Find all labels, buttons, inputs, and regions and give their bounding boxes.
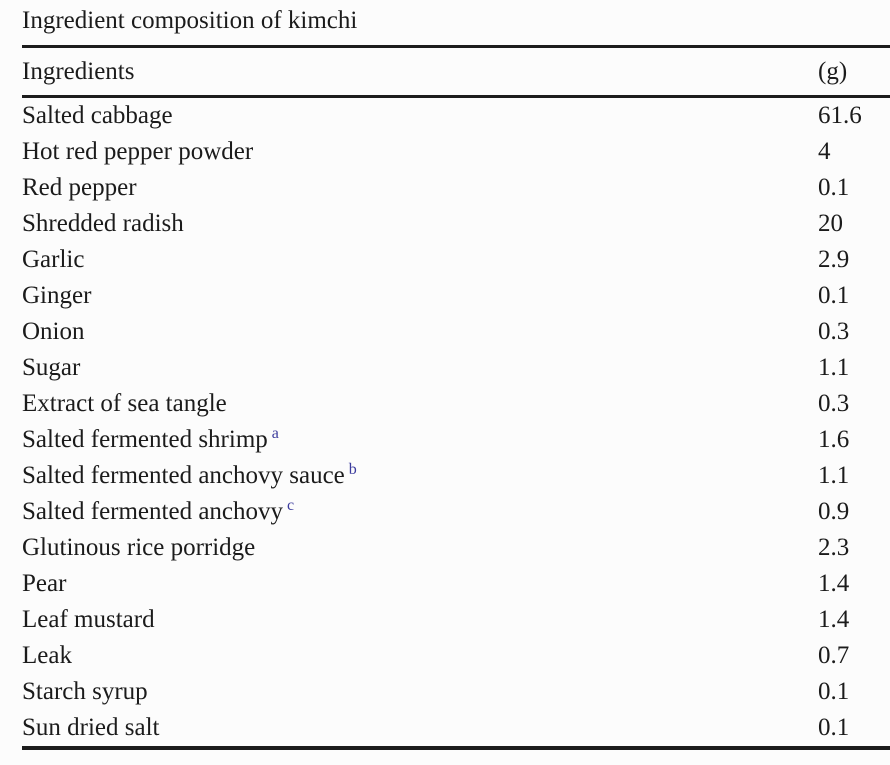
table-row: Ginger 0.1 [22, 278, 890, 314]
table-row: Starch syrup 0.1 [22, 674, 890, 710]
table-row: Garlic 2.9 [22, 242, 890, 278]
table-row: Sun dried salt 0.1 [22, 710, 890, 748]
footnote-link-c[interactable]: c [287, 496, 295, 514]
amount-cell: 0.1 [818, 282, 850, 309]
amount-cell: 61.6 [818, 102, 862, 129]
table-row: Leak 0.7 [22, 638, 890, 674]
table-caption: Ingredient composition of kimchi [22, 0, 890, 48]
ingredient-cell: Salted fermented anchovy c [22, 494, 818, 530]
table-row: Red pepper 0.1 [22, 170, 890, 206]
table-row: Shredded radish 20 [22, 206, 890, 242]
amount-cell: 1.6 [818, 426, 850, 453]
ingredient-name: Ginger [22, 282, 92, 309]
ingredient-cell: Sugar [22, 350, 818, 386]
ingredient-cell: Hot red pepper powder [22, 134, 818, 170]
table-row: Onion 0.3 [22, 314, 890, 350]
amount-cell: 0.7 [818, 642, 850, 669]
ingredient-cell: Onion [22, 314, 818, 350]
ingredient-name: Starch syrup [22, 678, 148, 705]
ingredient-name: Leaf mustard [22, 606, 155, 633]
table-row: Sugar 1.1 [22, 350, 890, 386]
ingredient-cell: Starch syrup [22, 674, 818, 710]
ingredient-name: Onion [22, 318, 85, 345]
col-header-grams: (g) [818, 48, 890, 98]
ingredient-cell: Leaf mustard [22, 602, 818, 638]
table-row: Salted fermented anchovy sauce b 1.1 [22, 458, 890, 494]
table-row: Hot red pepper powder 4 [22, 134, 890, 170]
amount-cell: 0.9 [818, 498, 850, 525]
ingredient-name: Red pepper [22, 174, 137, 201]
header-row: Ingredients (g) [22, 48, 890, 98]
amount-cell: 4 [818, 138, 831, 165]
amount-cell: 0.3 [818, 318, 850, 345]
ingredient-cell: Sun dried salt [22, 710, 818, 748]
ingredient-name: Glutinous rice porridge [22, 534, 256, 561]
ingredient-name: Extract of sea tangle [22, 390, 227, 417]
amount-cell: 20 [818, 210, 843, 237]
table-row: Glutinous rice porridge 2.3 [22, 530, 890, 566]
ingredient-cell: Pear [22, 566, 818, 602]
amount-cell: 0.1 [818, 714, 850, 741]
ingredient-name: Leak [22, 642, 72, 669]
table-row: Salted cabbage 61.6 [22, 97, 890, 135]
ingredient-name: Salted fermented shrimp [22, 426, 268, 453]
ingredient-cell: Salted fermented shrimp a [22, 422, 818, 458]
table-row: Pear 1.4 [22, 566, 890, 602]
amount-cell: 0.1 [818, 174, 850, 201]
ingredient-cell: Glutinous rice porridge [22, 530, 818, 566]
ingredient-cell: Extract of sea tangle [22, 386, 818, 422]
table-row: Extract of sea tangle 0.3 [22, 386, 890, 422]
ingredient-name: Salted fermented anchovy sauce [22, 462, 345, 489]
ingredient-name: Hot red pepper powder [22, 138, 254, 165]
footnote-link-a[interactable]: a [271, 424, 279, 442]
ingredient-name: Pear [22, 570, 67, 597]
ingredient-cell: Garlic [22, 242, 818, 278]
ingredient-name: Garlic [22, 246, 85, 273]
amount-cell: 0.1 [818, 678, 850, 705]
ingredient-cell: Salted fermented anchovy sauce b [22, 458, 818, 494]
amount-cell: 2.9 [818, 246, 850, 273]
table-body: Salted cabbage 61.6 Hot red pepper powder 4… [22, 97, 890, 749]
ingredient-cell: Ginger [22, 278, 818, 314]
ingredient-cell: Red pepper [22, 170, 818, 206]
ingredient-name: Sun dried salt [22, 714, 160, 741]
ingredients-table: Ingredients (g) Salted cabbage 61.6 Hot re… [22, 48, 890, 750]
ingredient-cell: Shredded radish [22, 206, 818, 242]
ingredient-cell: Leak [22, 638, 818, 674]
ingredient-cell: Salted cabbage [22, 97, 818, 135]
footnote-link-b[interactable]: b [348, 460, 357, 478]
amount-cell: 1.4 [818, 570, 850, 597]
amount-cell: 0.3 [818, 390, 850, 417]
ingredient-name: Salted fermented anchovy [22, 498, 284, 525]
table-row: Leaf mustard 1.4 [22, 602, 890, 638]
amount-cell: 1.1 [818, 354, 850, 381]
table-row: Salted fermented shrimp a 1.6 [22, 422, 890, 458]
ingredient-name: Salted cabbage [22, 102, 173, 129]
amount-cell: 2.3 [818, 534, 850, 561]
table-row: Salted fermented anchovy c 0.9 [22, 494, 890, 530]
amount-cell: 1.4 [818, 606, 850, 633]
ingredient-name: Sugar [22, 354, 81, 381]
amount-cell: 1.1 [818, 462, 850, 489]
col-header-ingredients: Ingredients [22, 48, 818, 98]
ingredient-name: Shredded radish [22, 210, 184, 237]
